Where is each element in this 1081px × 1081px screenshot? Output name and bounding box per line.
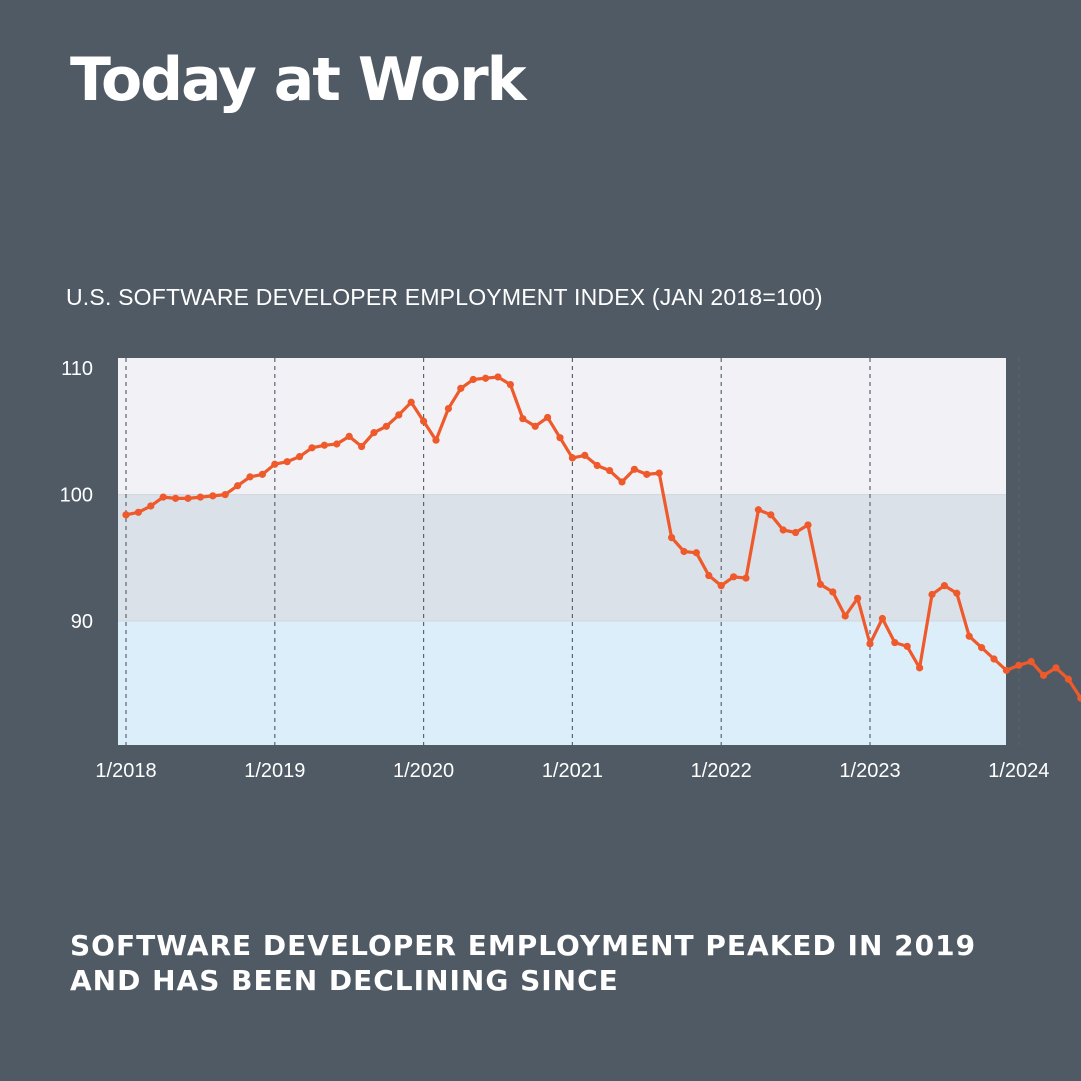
data-point: [1027, 657, 1035, 666]
data-point: [320, 441, 328, 449]
data-point: [1077, 694, 1081, 702]
data-point: [692, 549, 701, 557]
data-point: [482, 374, 490, 382]
data-point: [816, 580, 825, 588]
data-point: [333, 440, 341, 448]
data-point: [730, 573, 738, 581]
data-point: [196, 493, 204, 501]
data-point: [246, 473, 254, 481]
data-point: [630, 465, 639, 473]
data-point: [531, 422, 539, 430]
data-point: [742, 574, 750, 582]
data-point: [990, 655, 998, 663]
data-point: [283, 458, 291, 466]
data-point: [1002, 666, 1011, 674]
data-point: [792, 528, 800, 537]
data-point: [172, 494, 180, 502]
caption-line-1: SOFTWARE DEVELOPER EMPLOYMENT PEAKED IN …: [70, 929, 977, 962]
data-point: [296, 453, 304, 461]
data-point: [829, 588, 837, 596]
data-point: [556, 434, 564, 442]
data-point: [506, 380, 514, 389]
data-point: [643, 470, 651, 478]
x-tick-label: 1/2023: [839, 760, 900, 782]
data-point: [854, 594, 862, 602]
data-point: [767, 511, 775, 519]
data-point: [432, 436, 440, 444]
data-point: [221, 490, 229, 499]
data-point: [234, 482, 242, 490]
y-tick-label: 90: [71, 611, 93, 633]
data-point: [184, 494, 192, 502]
data-point: [866, 640, 874, 648]
data-point: [878, 614, 887, 623]
data-point: [593, 461, 601, 470]
x-tick-label: 1/2024: [988, 760, 1049, 782]
data-point: [358, 442, 366, 451]
data-point: [345, 432, 353, 441]
data-point: [754, 506, 763, 514]
data-point: [978, 644, 986, 652]
x-tick-label: 1/2022: [691, 760, 752, 782]
data-point: [965, 632, 973, 640]
data-point: [494, 373, 502, 381]
data-point: [544, 413, 552, 422]
data-point: [382, 422, 390, 430]
data-point: [407, 398, 415, 406]
data-point: [1015, 661, 1023, 669]
data-point: [122, 511, 130, 519]
data-point: [209, 492, 217, 500]
summary-caption: SOFTWARE DEVELOPER EMPLOYMENT PEAKED IN …: [70, 928, 976, 998]
data-point: [395, 411, 403, 419]
data-point: [940, 582, 949, 590]
data-point: [444, 404, 452, 413]
data-point: [1040, 671, 1048, 680]
caption-line-2: AND HAS BEEN DECLINING SINCE: [70, 964, 619, 997]
x-tick-label: 1/2020: [393, 760, 454, 782]
data-point: [258, 470, 266, 478]
data-point: [457, 384, 465, 392]
data-point: [891, 638, 899, 647]
data-point: [370, 429, 378, 437]
data-point: [841, 612, 849, 620]
data-point: [618, 478, 626, 486]
chart-title: U.S. SOFTWARE DEVELOPER EMPLOYMENT INDEX…: [66, 284, 823, 310]
data-point: [804, 521, 812, 529]
data-point: [680, 547, 688, 556]
data-point: [903, 642, 911, 650]
x-tick-label: 1/2021: [542, 760, 603, 782]
data-point: [134, 508, 142, 516]
data-point: [953, 589, 961, 597]
x-tick-label: 1/2019: [244, 760, 305, 782]
data-point: [159, 493, 167, 501]
data-point: [928, 590, 936, 599]
x-tick-label: 1/2018: [95, 760, 156, 782]
data-point: [469, 375, 477, 384]
data-point: [581, 451, 589, 459]
data-point: [271, 460, 279, 468]
data-point: [779, 526, 787, 534]
page-title: Today at Work: [70, 45, 527, 115]
data-point: [717, 582, 725, 590]
y-tick-label: 100: [60, 485, 93, 507]
data-point: [308, 444, 316, 452]
data-point: [655, 469, 663, 477]
data-point: [1052, 664, 1060, 672]
data-point: [916, 664, 924, 672]
data-point: [568, 454, 577, 462]
data-point: [1064, 675, 1072, 683]
data-point: [519, 415, 527, 423]
data-point: [705, 571, 713, 580]
data-point: [420, 417, 428, 425]
y-tick-label: 110: [61, 358, 93, 380]
background-band: [118, 494, 1006, 622]
data-point: [668, 533, 676, 542]
data-point: [606, 466, 614, 475]
data-point: [147, 502, 155, 510]
background-band: [118, 621, 1006, 745]
